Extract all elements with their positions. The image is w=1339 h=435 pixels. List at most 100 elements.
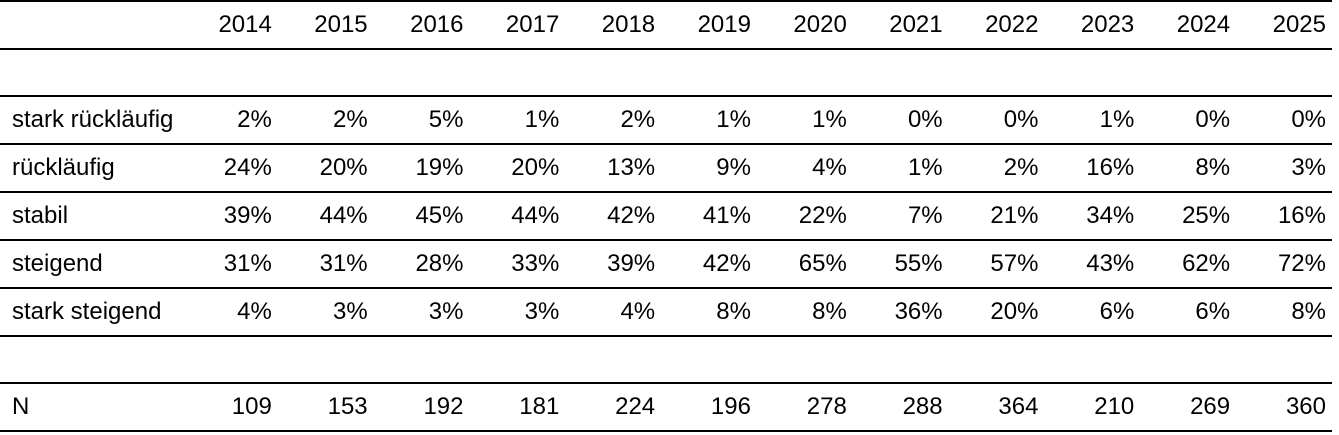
- cell: 39%: [565, 240, 662, 289]
- table-row-ruecklaeufig: rückläufig 24% 20% 19% 20% 13% 9% 4% 1% …: [0, 144, 1332, 193]
- cell: 31%: [182, 240, 278, 289]
- cell: 55%: [852, 240, 949, 289]
- cell: 196: [661, 383, 757, 432]
- year-header-2022: 2022: [948, 0, 1045, 50]
- row-label: stark rückläufig: [0, 96, 182, 145]
- cell: 8%: [1236, 288, 1332, 337]
- cell: 1%: [469, 96, 566, 145]
- corner-cell: [0, 0, 182, 50]
- cell: 16%: [1236, 192, 1332, 241]
- cell: 269: [1140, 383, 1237, 432]
- cell: 43%: [1044, 240, 1141, 289]
- cell: 33%: [469, 240, 566, 289]
- cell: 278: [756, 383, 853, 432]
- cell: 1%: [756, 96, 853, 145]
- cell: 9%: [661, 144, 757, 193]
- cell: 2%: [948, 144, 1045, 193]
- cell: 31%: [277, 240, 374, 289]
- cell: 364: [948, 383, 1045, 432]
- row-label: N: [0, 383, 182, 432]
- cell: 5%: [373, 96, 470, 145]
- cell: 4%: [756, 144, 853, 193]
- cell: 42%: [661, 240, 757, 289]
- cell: 20%: [277, 144, 374, 193]
- cell: 28%: [373, 240, 470, 289]
- table-row-steigend: steigend 31% 31% 28% 33% 39% 42% 65% 55%…: [0, 240, 1332, 289]
- table-row-stark-steigend: stark steigend 4% 3% 3% 3% 4% 8% 8% 36% …: [0, 288, 1332, 337]
- cell: 44%: [277, 192, 374, 241]
- year-header-2020: 2020: [756, 0, 853, 50]
- cell: 34%: [1044, 192, 1141, 241]
- cell: 8%: [661, 288, 757, 337]
- spacer-row-bottom: [0, 336, 1332, 384]
- table-row-stabil: stabil 39% 44% 45% 44% 42% 41% 22% 7% 21…: [0, 192, 1332, 241]
- cell: 62%: [1140, 240, 1237, 289]
- cell: 0%: [948, 96, 1045, 145]
- cell: 0%: [1140, 96, 1237, 145]
- cell: 2%: [277, 96, 374, 145]
- row-label: rückläufig: [0, 144, 182, 193]
- cell: 8%: [1140, 144, 1237, 193]
- year-header-2018: 2018: [565, 0, 662, 50]
- cell: 0%: [1236, 96, 1332, 145]
- table-row-n: N 109 153 192 181 224 196 278 288 364 21…: [0, 383, 1332, 432]
- cell: 153: [277, 383, 374, 432]
- cell: 0%: [852, 96, 949, 145]
- cell: 22%: [756, 192, 853, 241]
- year-header-2015: 2015: [277, 0, 374, 50]
- cell: 210: [1044, 383, 1141, 432]
- cell: 13%: [565, 144, 662, 193]
- table-row-stark-ruecklaeufig: stark rückläufig 2% 2% 5% 1% 2% 1% 1% 0%…: [0, 96, 1332, 145]
- cell: 20%: [469, 144, 566, 193]
- cell: 288: [852, 383, 949, 432]
- year-header-2024: 2024: [1140, 0, 1237, 50]
- cell: 57%: [948, 240, 1045, 289]
- row-label: steigend: [0, 240, 182, 289]
- cell: 19%: [373, 144, 470, 193]
- year-header-2025: 2025: [1236, 0, 1332, 50]
- cell: 6%: [1140, 288, 1237, 337]
- cell: 36%: [852, 288, 949, 337]
- cell: 21%: [948, 192, 1045, 241]
- cell: 192: [373, 383, 470, 432]
- cell: 42%: [565, 192, 662, 241]
- cell: 6%: [1044, 288, 1141, 337]
- year-header-2019: 2019: [661, 0, 757, 50]
- cell: 7%: [852, 192, 949, 241]
- cell: 3%: [373, 288, 470, 337]
- cell: 109: [182, 383, 278, 432]
- cell: 72%: [1236, 240, 1332, 289]
- cell: 4%: [565, 288, 662, 337]
- row-label: stabil: [0, 192, 182, 241]
- cell: 24%: [182, 144, 278, 193]
- cell: 3%: [277, 288, 374, 337]
- cell: 16%: [1044, 144, 1141, 193]
- cell: 25%: [1140, 192, 1237, 241]
- year-header-2023: 2023: [1044, 0, 1141, 50]
- cell: 3%: [1236, 144, 1332, 193]
- cell: 181: [469, 383, 566, 432]
- cell: 4%: [182, 288, 278, 337]
- cell: 2%: [182, 96, 278, 145]
- cell: 44%: [469, 192, 566, 241]
- cell: 8%: [756, 288, 853, 337]
- cell: 39%: [182, 192, 278, 241]
- spacer-row-top: [0, 49, 1332, 97]
- cell: 1%: [1044, 96, 1141, 145]
- cell: 1%: [852, 144, 949, 193]
- year-header-2017: 2017: [469, 0, 566, 50]
- cell: 45%: [373, 192, 470, 241]
- year-header-2021: 2021: [852, 0, 949, 50]
- cell: 20%: [948, 288, 1045, 337]
- cell: 2%: [565, 96, 662, 145]
- year-header-2014: 2014: [182, 0, 278, 50]
- row-label: stark steigend: [0, 288, 182, 337]
- cell: 360: [1236, 383, 1332, 432]
- cell: 1%: [661, 96, 757, 145]
- year-header-row: 2014 2015 2016 2017 2018 2019 2020 2021 …: [0, 0, 1332, 50]
- cell: 41%: [661, 192, 757, 241]
- cell: 3%: [469, 288, 566, 337]
- cell: 65%: [756, 240, 853, 289]
- cell: 224: [565, 383, 662, 432]
